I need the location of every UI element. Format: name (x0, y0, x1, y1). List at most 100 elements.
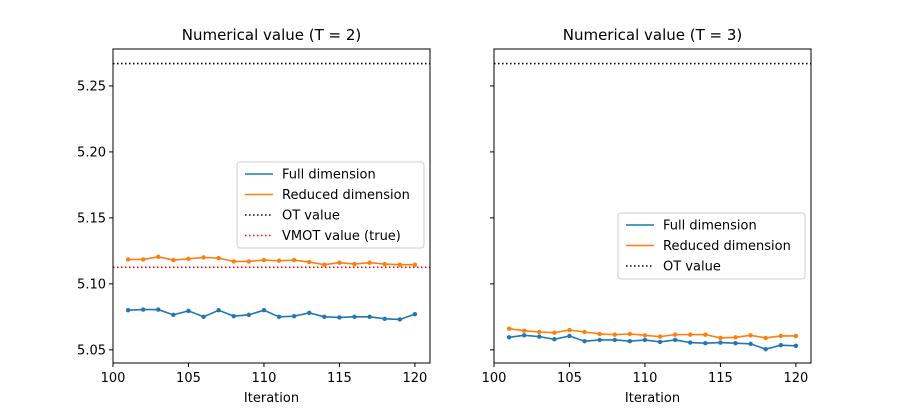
reduced-dimension-point (672, 332, 678, 337)
full-dimension-point (397, 317, 403, 322)
reduced-dimension-line (128, 255, 415, 266)
full-dimension-point (733, 341, 738, 346)
reduced-dimension-point (397, 262, 403, 267)
x-tick-label: 115 (327, 371, 352, 386)
reduced-dimension-point (382, 261, 387, 267)
reduced-dimension-point (216, 255, 221, 261)
reduced-dimension-point (246, 259, 252, 264)
chart-panel-2: 100 105 110 115 120 Numerical value (T = 3) It… (482, 26, 812, 406)
full-dimension-point (612, 337, 617, 343)
legend-label-reduced-dimension: Reduced dimension (663, 239, 791, 254)
y-tick-label: 5.05 (77, 343, 106, 358)
x-tick-label: 105 (557, 371, 582, 386)
reduced-dimension-point (261, 257, 267, 263)
reduced-dimension-point (521, 328, 527, 333)
full-dimension-point (672, 337, 678, 343)
full-dimension-point (627, 339, 633, 344)
full-dimension-point (521, 333, 527, 338)
full-dimension-point (186, 308, 191, 314)
full-dimension-point (567, 333, 572, 339)
reduced-dimension-point (552, 330, 557, 335)
reduced-dimension-point (291, 257, 297, 263)
chart-title: Numerical value (T = 3) (563, 26, 743, 44)
full-dimension-point (322, 314, 327, 320)
full-dimension-point (156, 307, 161, 312)
reduced-dimension-point (307, 259, 312, 265)
reduced-dimension-point (140, 257, 146, 262)
reduced-dimension-point (763, 335, 768, 341)
chart-title: Numerical value (T = 2) (182, 26, 362, 44)
full-dimension-point (642, 337, 648, 343)
full-dimension-point (216, 308, 221, 313)
x-tick-label: 110 (633, 371, 658, 386)
legend-label-ot-value: OT value (663, 260, 721, 275)
x-tick-label: 105 (176, 371, 201, 386)
reduced-dimension-point (412, 262, 418, 267)
reduced-dimension-point (352, 261, 357, 267)
full-dimension-point (748, 341, 753, 347)
full-dimension-point (657, 339, 663, 345)
full-dimension-point (718, 340, 723, 345)
x-axis-label: Iteration (244, 391, 299, 406)
reduced-dimension-point (125, 257, 131, 262)
x-axis-label: Iteration (625, 391, 680, 406)
reduced-dimension-point (688, 332, 693, 337)
full-dimension-point (140, 307, 146, 312)
legend-box (617, 212, 806, 280)
reduced-dimension-point (537, 329, 542, 335)
full-dimension-point (582, 339, 587, 344)
reduced-dimension-point (567, 327, 572, 333)
legend-label-ot-value: OT value (282, 209, 340, 224)
reduced-dimension-point (612, 332, 617, 337)
legend: Full dimension Reduced dimension OT value V… (236, 161, 425, 249)
full-dimension-point (688, 340, 693, 345)
y-tick-label: 5.15 (77, 211, 106, 226)
reduced-dimension-point (778, 333, 784, 339)
reduced-dimension-point (627, 331, 633, 337)
reduced-dimension-line (508, 327, 796, 339)
reduced-dimension-point (718, 335, 723, 341)
full-dimension-point (291, 313, 297, 319)
reduced-dimension-point (171, 257, 176, 263)
full-dimension-point (412, 311, 418, 317)
full-dimension-point (552, 337, 557, 342)
axes-frame (493, 48, 812, 364)
x-tick-label: 120 (402, 371, 427, 386)
legend-label-full-dimension: Full dimension (282, 168, 376, 183)
reduced-dimension-point (657, 334, 663, 339)
full-dimension-point (352, 314, 357, 320)
full-dimension-point (171, 312, 176, 318)
full-dimension-point (276, 314, 282, 320)
chart-panel-1: 100 105 110 115 120 5.05 5.10 5.15 5.20 5.25 Numer… (77, 26, 431, 406)
x-tick-label: 100 (482, 371, 507, 386)
full-dimension-point (231, 313, 236, 319)
reduced-dimension-point (733, 335, 738, 340)
full-dimension-point (703, 341, 708, 346)
full-dimension-point (763, 346, 768, 352)
full-dimension-point (307, 310, 312, 316)
full-dimension-point (261, 308, 267, 313)
reduced-dimension-point (337, 260, 342, 265)
x-tick-label: 115 (708, 371, 733, 386)
reduced-dimension-point (231, 259, 236, 264)
full-dimension-point (367, 314, 372, 320)
legend-label-full-dimension: Full dimension (663, 219, 757, 234)
y-tick-label: 5.20 (77, 145, 106, 160)
reduced-dimension-point (597, 331, 602, 337)
full-dimension-line (128, 308, 416, 321)
reduced-dimension-point (156, 254, 161, 259)
full-dimension-point (246, 312, 252, 318)
full-dimension-point (597, 337, 602, 343)
reduced-dimension-point (642, 333, 648, 338)
y-tick-label: 5.10 (77, 277, 106, 292)
y-tick-label: 5.25 (77, 79, 106, 94)
x-tick-label: 110 (252, 371, 277, 386)
reduced-dimension-point (506, 326, 512, 331)
full-dimension-point (125, 308, 131, 313)
reduced-dimension-point (748, 333, 753, 338)
reduced-dimension-point (793, 333, 799, 339)
full-dimension-point (201, 314, 206, 320)
reduced-dimension-point (322, 262, 327, 267)
legend-label-vmot-value-true: VMOT value (true) (282, 229, 401, 244)
